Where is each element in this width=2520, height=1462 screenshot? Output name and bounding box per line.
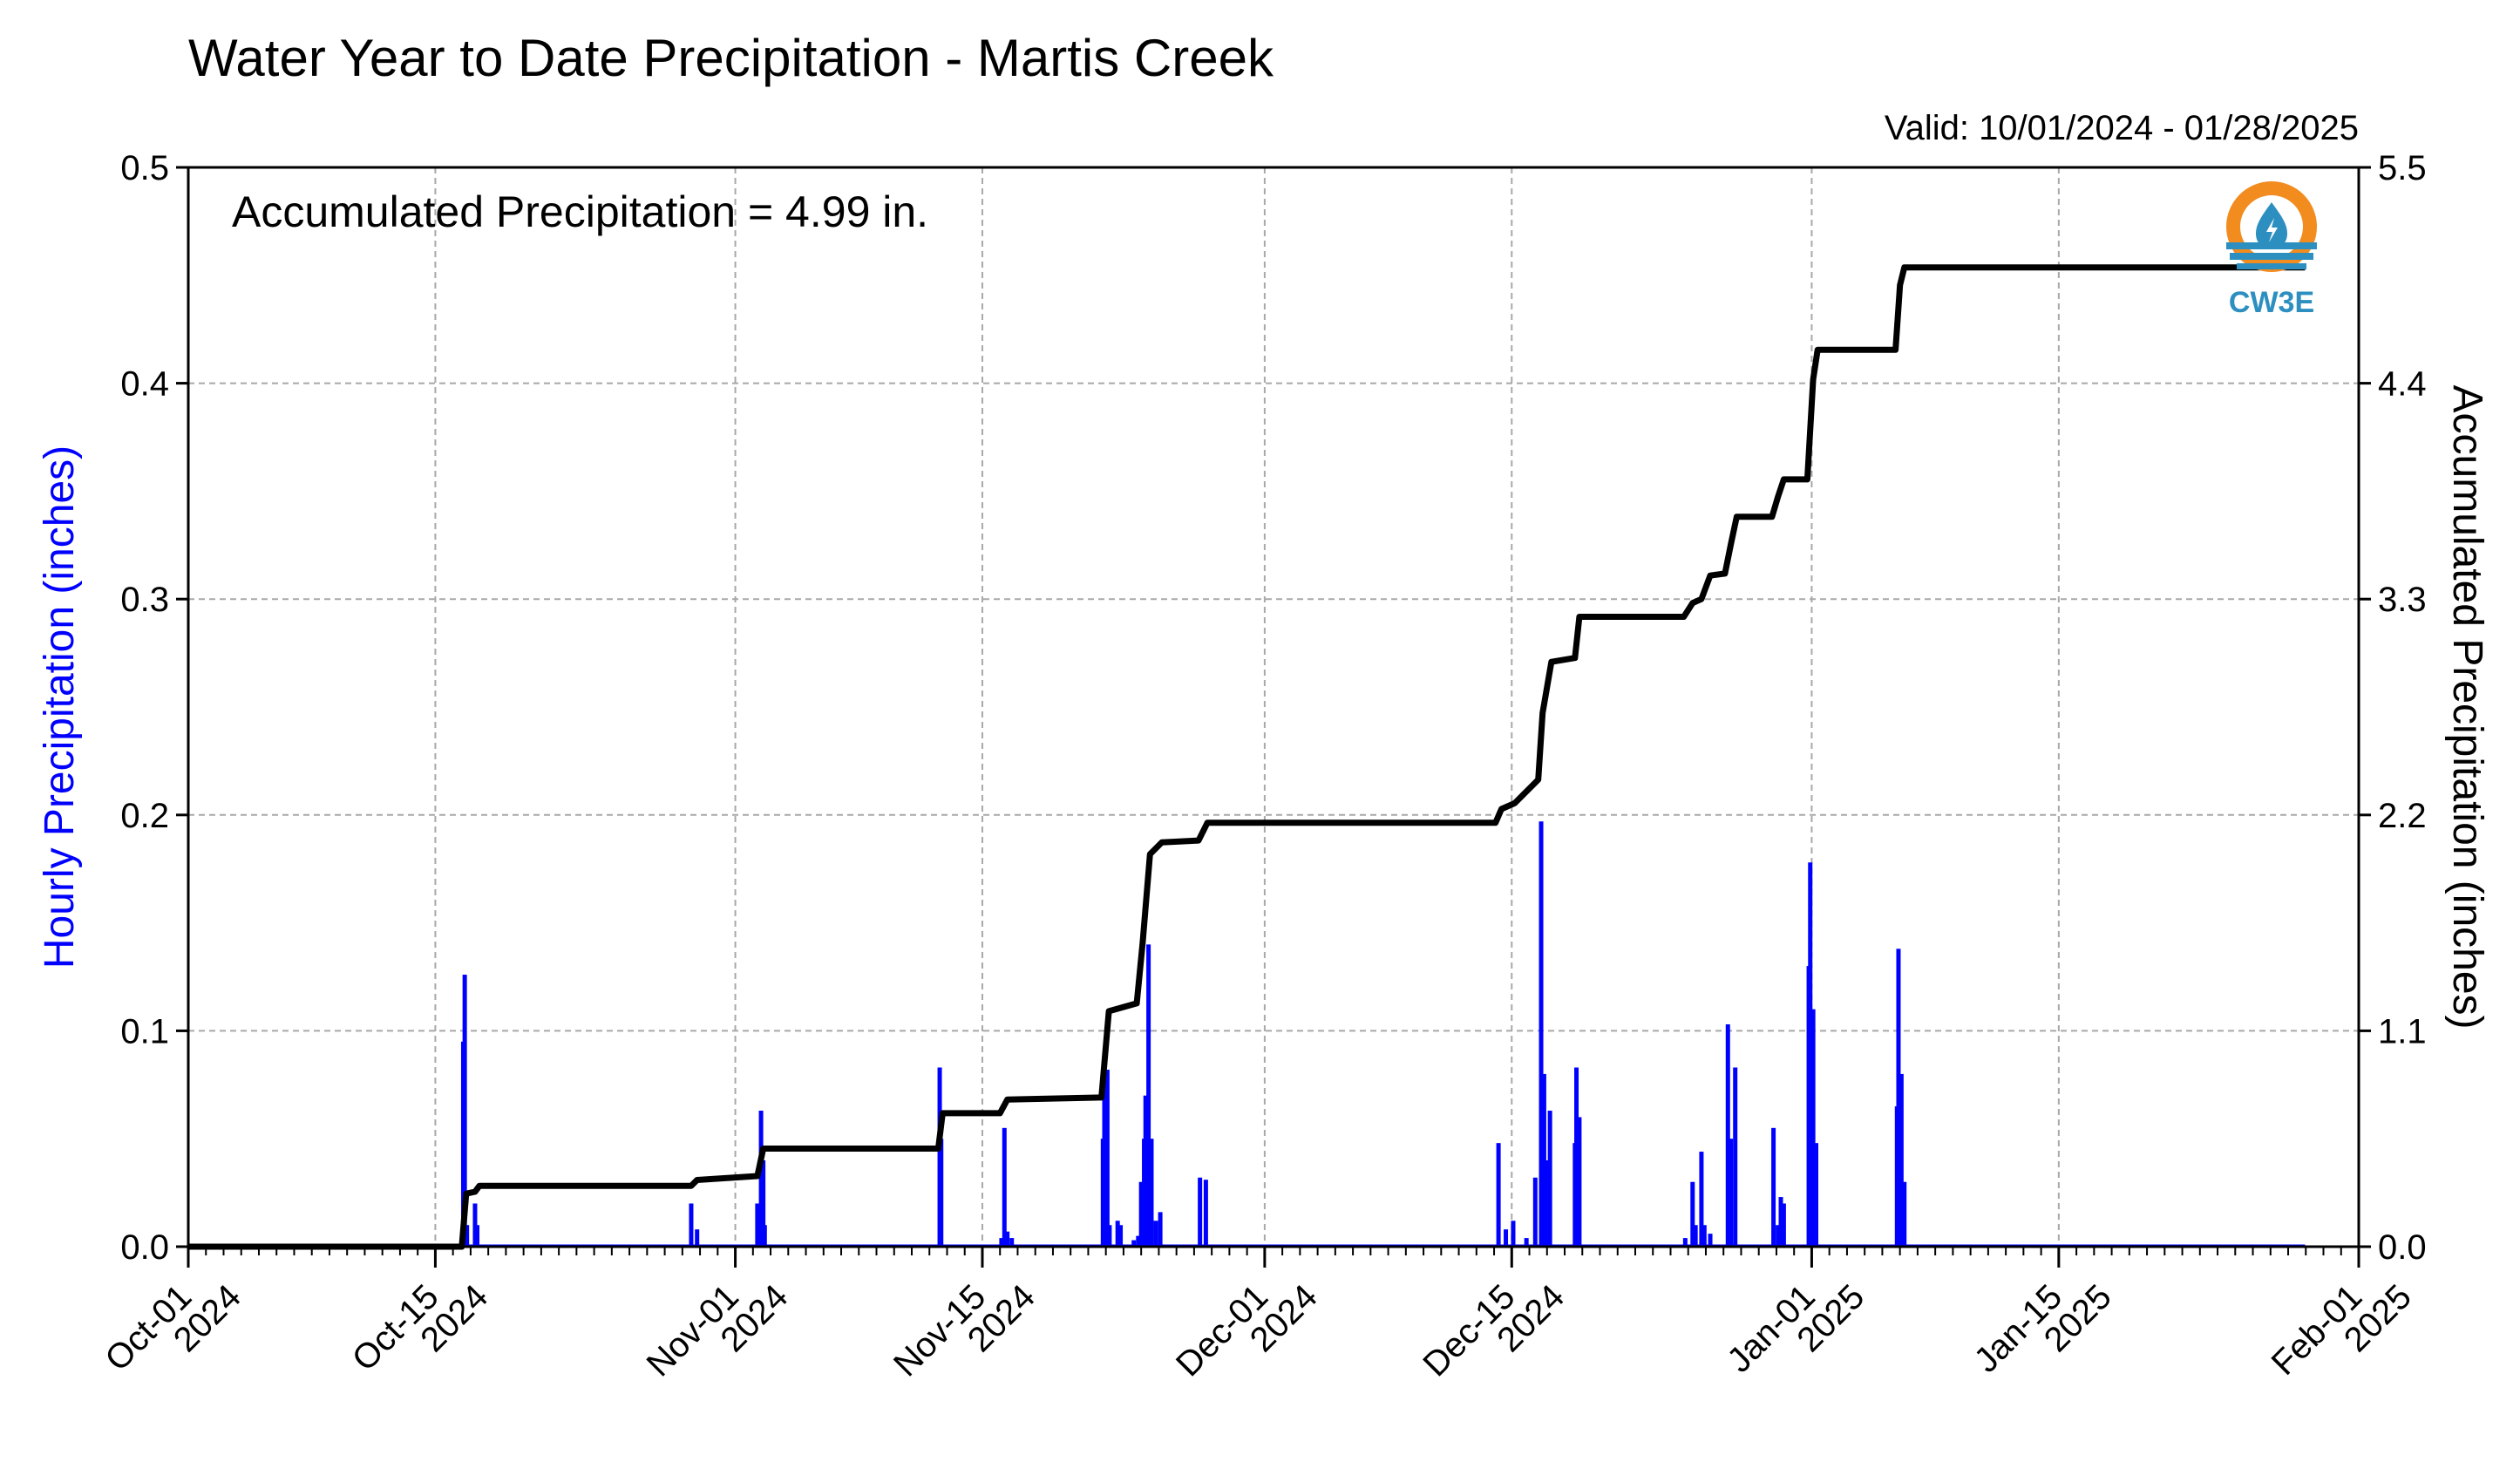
hourly-bar bbox=[1702, 1225, 1707, 1247]
hourly-bar bbox=[1149, 1139, 1154, 1247]
right-tick-label: 3.3 bbox=[2378, 581, 2427, 619]
left-tick-label: 0.1 bbox=[120, 1012, 169, 1051]
hourly-bar bbox=[1781, 1203, 1786, 1247]
chart-title: Water Year to Date Precipitation - Marti… bbox=[188, 29, 1274, 87]
hourly-bar bbox=[1733, 1067, 1738, 1247]
hourly-bar bbox=[1814, 1143, 1818, 1247]
cw3e-logo: CW3E bbox=[2226, 181, 2317, 319]
hourly-bar bbox=[1574, 1067, 1579, 1247]
left-tick-label: 0.3 bbox=[120, 581, 169, 619]
hourly-bar bbox=[1524, 1238, 1529, 1247]
hourly-bar bbox=[462, 975, 467, 1247]
valid-range-label: Valid: 10/01/2024 - 01/28/2025 bbox=[1885, 109, 2359, 147]
hourly-bar bbox=[1131, 1240, 1137, 1247]
hourly-bar bbox=[761, 1159, 766, 1247]
hourly-bar bbox=[1504, 1229, 1509, 1247]
hourly-bar bbox=[1115, 1221, 1120, 1247]
hourly-bar bbox=[762, 1225, 767, 1247]
hourly-bar bbox=[472, 1203, 478, 1247]
hourly-bar bbox=[1902, 1181, 1907, 1247]
hourly-bar bbox=[1776, 1225, 1781, 1247]
hourly-bar bbox=[1729, 1139, 1734, 1247]
hourly-bar bbox=[1693, 1225, 1698, 1247]
hourly-bar bbox=[1158, 1212, 1163, 1247]
hourly-bar bbox=[1682, 1238, 1688, 1247]
hourly-bar bbox=[1005, 1231, 1010, 1247]
hourly-bar bbox=[1778, 1197, 1783, 1247]
gridlines bbox=[188, 167, 2359, 1247]
hourly-bar bbox=[1810, 1009, 1816, 1247]
left-tick-label: 0.5 bbox=[120, 149, 169, 187]
hourly-bar bbox=[1898, 1073, 1904, 1247]
left-axis-label: Hourly Precipitation (inches) bbox=[37, 445, 83, 969]
hourly-bar bbox=[1198, 1177, 1203, 1247]
hourly-bar bbox=[1102, 1085, 1107, 1247]
right-tick-label: 0.0 bbox=[2378, 1228, 2427, 1267]
hourly-bar bbox=[1009, 1238, 1015, 1247]
hourly-bar bbox=[1118, 1225, 1124, 1247]
hourly-bar bbox=[1725, 1023, 1730, 1247]
hourly-bar bbox=[1104, 1069, 1110, 1247]
hourly-bar bbox=[465, 1225, 470, 1247]
accumulated-annotation: Accumulated Precipitation = 4.99 in. bbox=[232, 187, 928, 236]
hourly-bar bbox=[689, 1203, 694, 1247]
hourly-bar bbox=[1771, 1127, 1776, 1247]
hourly-bar bbox=[1808, 862, 1813, 1247]
hourly-bar bbox=[939, 1139, 944, 1247]
hourly-bar bbox=[1896, 949, 1901, 1247]
hourly-bar bbox=[999, 1238, 1004, 1247]
left-tick-label: 0.4 bbox=[120, 365, 169, 404]
hourly-bar bbox=[1547, 1111, 1552, 1247]
hourly-bar bbox=[1577, 1117, 1582, 1247]
hourly-bar bbox=[1153, 1221, 1158, 1247]
hourly-bar bbox=[1511, 1221, 1516, 1247]
logo-water-band-3 bbox=[2237, 263, 2306, 269]
plot-frame bbox=[187, 166, 2360, 1248]
hourly-bar bbox=[1107, 1225, 1112, 1247]
logo-text: CW3E bbox=[2229, 286, 2314, 319]
right-tick-label: 1.1 bbox=[2378, 1012, 2427, 1051]
hourly-bar bbox=[1532, 1177, 1538, 1247]
logo-water-band-1 bbox=[2226, 242, 2317, 249]
hourly-bar bbox=[1138, 1181, 1144, 1247]
hourly-bar bbox=[1136, 1235, 1141, 1247]
hourly-bars bbox=[188, 821, 2306, 1248]
hourly-bar bbox=[1143, 1095, 1148, 1247]
hourly-bar bbox=[1699, 1152, 1704, 1247]
left-tick-label: 0.2 bbox=[120, 797, 169, 835]
hourly-bar bbox=[1708, 1234, 1713, 1247]
logo-water-band-2 bbox=[2230, 253, 2313, 260]
hourly-bar bbox=[1690, 1181, 1695, 1247]
right-tick-label: 4.4 bbox=[2378, 365, 2427, 404]
right-axis-label: Accumulated Precipitation (inches) bbox=[2444, 384, 2490, 1029]
hourly-bar bbox=[1002, 1127, 1007, 1247]
left-tick-label: 0.0 bbox=[120, 1228, 169, 1267]
hourly-bar bbox=[1538, 821, 1544, 1247]
hourly-bar bbox=[1146, 944, 1151, 1247]
right-tick-label: 2.2 bbox=[2378, 797, 2427, 835]
right-tick-label: 5.5 bbox=[2378, 149, 2427, 187]
hourly-bar bbox=[755, 1203, 760, 1247]
accumulated-line-group bbox=[188, 264, 2306, 1250]
logo-bolt-icon bbox=[2266, 218, 2278, 242]
hourly-bar bbox=[474, 1225, 479, 1247]
accumulated-line bbox=[188, 264, 2306, 1250]
hourly-bar bbox=[695, 1229, 700, 1247]
hourly-bar bbox=[758, 1111, 764, 1247]
hourly-bar bbox=[1541, 1073, 1546, 1247]
hourly-bar bbox=[1545, 1159, 1550, 1247]
hourly-bar bbox=[1496, 1143, 1501, 1247]
hourly-bar bbox=[1203, 1180, 1208, 1247]
